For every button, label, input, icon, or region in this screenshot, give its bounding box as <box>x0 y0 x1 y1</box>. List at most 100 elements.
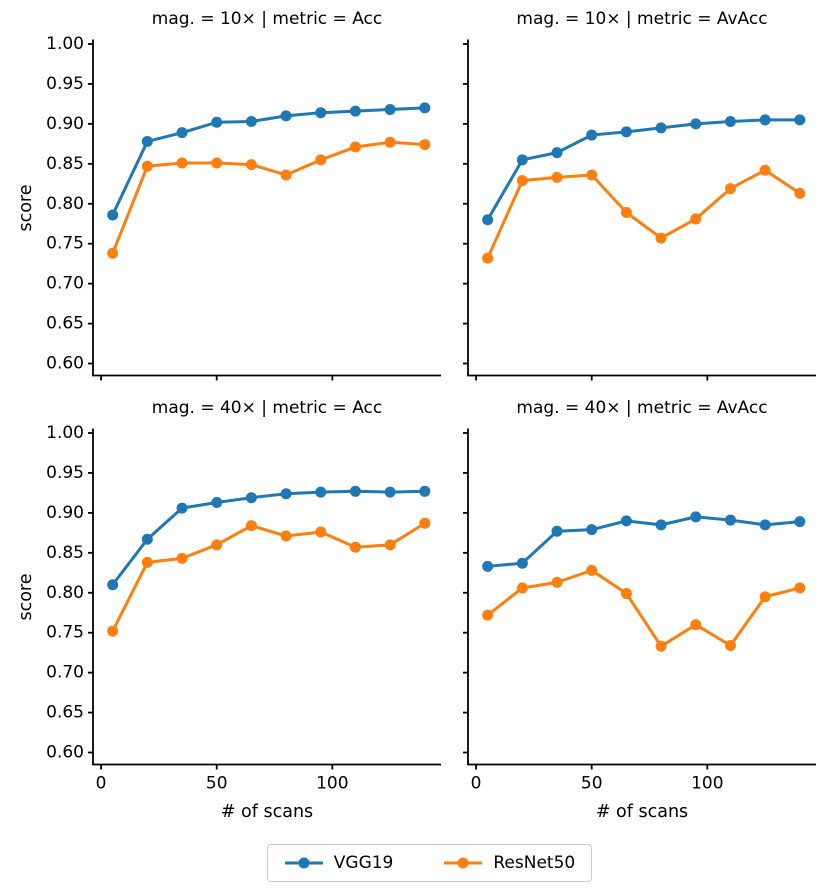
vgg19-data-point <box>315 107 327 119</box>
vgg19-data-point <box>516 154 528 166</box>
y-axis-label-bottom: score <box>16 573 36 621</box>
resnet50-data-point <box>141 160 153 172</box>
axes <box>463 39 816 381</box>
x-tick-label: 0 <box>471 774 482 794</box>
resnet50-data-point <box>176 552 188 564</box>
facet-chart-mag40-acc: 0.60 0.65 0.70 0.75 0.80 0.85 0.90 0.95 1.00 0 50 1… <box>46 423 441 794</box>
y-tick-label: 0.95 <box>46 74 84 94</box>
legend-item-resnet50: ResNet50 <box>443 853 575 873</box>
resnet50-data-point <box>551 576 563 588</box>
resnet50-data-point <box>245 520 257 532</box>
vgg19-data-point <box>724 514 736 526</box>
y-tick-label: 0.95 <box>46 463 84 483</box>
vgg19-data-point <box>107 209 119 221</box>
resnet50-data-point <box>690 213 702 225</box>
resnet50-line-marker-icon <box>444 857 483 869</box>
axes: 0.60 0.65 0.70 0.75 0.80 0.85 0.90 0.95 1.00 0 50 1… <box>46 423 441 794</box>
resnet50-data-point <box>419 139 431 151</box>
y-tick-label: 0.70 <box>46 663 84 683</box>
series-vgg19 <box>107 102 431 221</box>
facet-title-mag40-acc: mag. = 40× | metric = Acc <box>151 398 383 418</box>
resnet50-data-point <box>349 541 361 553</box>
facet-title-mag10-avacc: mag. = 10× | metric = AvAcc <box>516 9 768 29</box>
series-resnet50 <box>482 164 806 264</box>
vgg19-data-point <box>794 114 806 126</box>
x-tick-label: 0 <box>96 774 107 794</box>
vgg19-line <box>111 106 427 217</box>
y-tick-label: 0.60 <box>46 354 84 374</box>
vgg19-line-marker-icon <box>284 857 323 869</box>
y-axis-label-top: score <box>16 184 36 232</box>
vgg19-data-point <box>176 502 188 514</box>
vgg19-data-point <box>141 135 153 147</box>
resnet50-data-point <box>245 159 257 171</box>
resnet50-data-point <box>655 640 667 652</box>
facet-title-mag40-avacc: mag. = 40× | metric = AvAcc <box>516 398 768 418</box>
y-tick-label: 0.80 <box>46 194 84 214</box>
vgg19-data-point <box>211 116 223 128</box>
resnet50-line <box>486 568 802 648</box>
axes: 0 50 100 <box>463 428 816 794</box>
vgg19-data-point <box>620 126 632 138</box>
resnet50-line <box>486 168 802 260</box>
resnet50-data-point <box>211 157 223 169</box>
vgg19-data-point <box>384 103 396 115</box>
y-tick-label: 0.90 <box>46 503 84 523</box>
y-tick-label: 0.85 <box>46 154 84 174</box>
resnet50-data-point <box>724 183 736 195</box>
resnet50-data-point <box>482 252 494 264</box>
vgg19-data-point <box>349 105 361 117</box>
vgg19-data-point <box>315 486 327 498</box>
y-tick-label: 0.90 <box>46 114 84 134</box>
vgg19-data-point <box>176 127 188 139</box>
vgg19-data-point <box>482 560 494 572</box>
resnet50-data-point <box>759 164 771 176</box>
vgg19-line <box>486 515 802 568</box>
series-vgg19 <box>482 114 806 226</box>
vgg19-data-point <box>245 492 257 504</box>
resnet50-data-point <box>759 591 771 603</box>
resnet50-data-point <box>384 136 396 148</box>
x-tick-label: 100 <box>691 774 723 794</box>
x-axis-label-right: # of scans <box>595 802 689 822</box>
x-tick-label: 100 <box>316 774 348 794</box>
vgg19-line <box>486 118 802 222</box>
axes: 0.60 0.65 0.70 0.75 0.80 0.85 0.90 0.95 1.00 <box>46 34 441 381</box>
vgg19-data-point <box>655 122 667 134</box>
resnet50-data-point <box>482 609 494 621</box>
legend: VGG19 ResNet50 <box>267 844 592 882</box>
resnet50-data-point <box>315 154 327 166</box>
vgg19-data-point <box>419 102 431 114</box>
series-resnet50 <box>107 136 431 259</box>
facet-chart-mag10-avacc <box>463 39 816 381</box>
legend-label-resnet50: ResNet50 <box>493 853 576 873</box>
y-tick-label: 0.75 <box>46 623 84 643</box>
series-resnet50 <box>482 564 806 652</box>
resnet50-data-point <box>280 169 292 181</box>
resnet50-data-point <box>586 169 598 181</box>
y-tick-label: 0.65 <box>46 703 84 723</box>
resnet50-data-point <box>724 639 736 651</box>
resnet50-data-point <box>516 175 528 187</box>
resnet50-data-point <box>551 171 563 183</box>
resnet50-data-point <box>794 582 806 594</box>
facet-title-mag10-acc: mag. = 10× | metric = Acc <box>151 9 383 29</box>
vgg19-data-point <box>759 519 771 531</box>
vgg19-data-point <box>384 486 396 498</box>
resnet50-data-point <box>141 556 153 568</box>
x-tick-label: 50 <box>581 774 603 794</box>
legend-label-vgg19: VGG19 <box>333 853 394 873</box>
resnet50-data-point <box>107 247 119 259</box>
resnet50-data-point <box>384 539 396 551</box>
y-tick-label: 0.65 <box>46 314 84 334</box>
vgg19-data-point <box>794 516 806 528</box>
legend-item-vgg19: VGG19 <box>284 853 394 873</box>
vgg19-line <box>111 489 427 587</box>
vgg19-data-point <box>690 118 702 130</box>
series-vgg19 <box>482 511 806 572</box>
resnet50-data-point <box>516 582 528 594</box>
vgg19-data-point <box>419 485 431 497</box>
vgg19-data-point <box>516 557 528 569</box>
vgg19-data-point <box>141 533 153 545</box>
resnet50-data-point <box>655 232 667 244</box>
